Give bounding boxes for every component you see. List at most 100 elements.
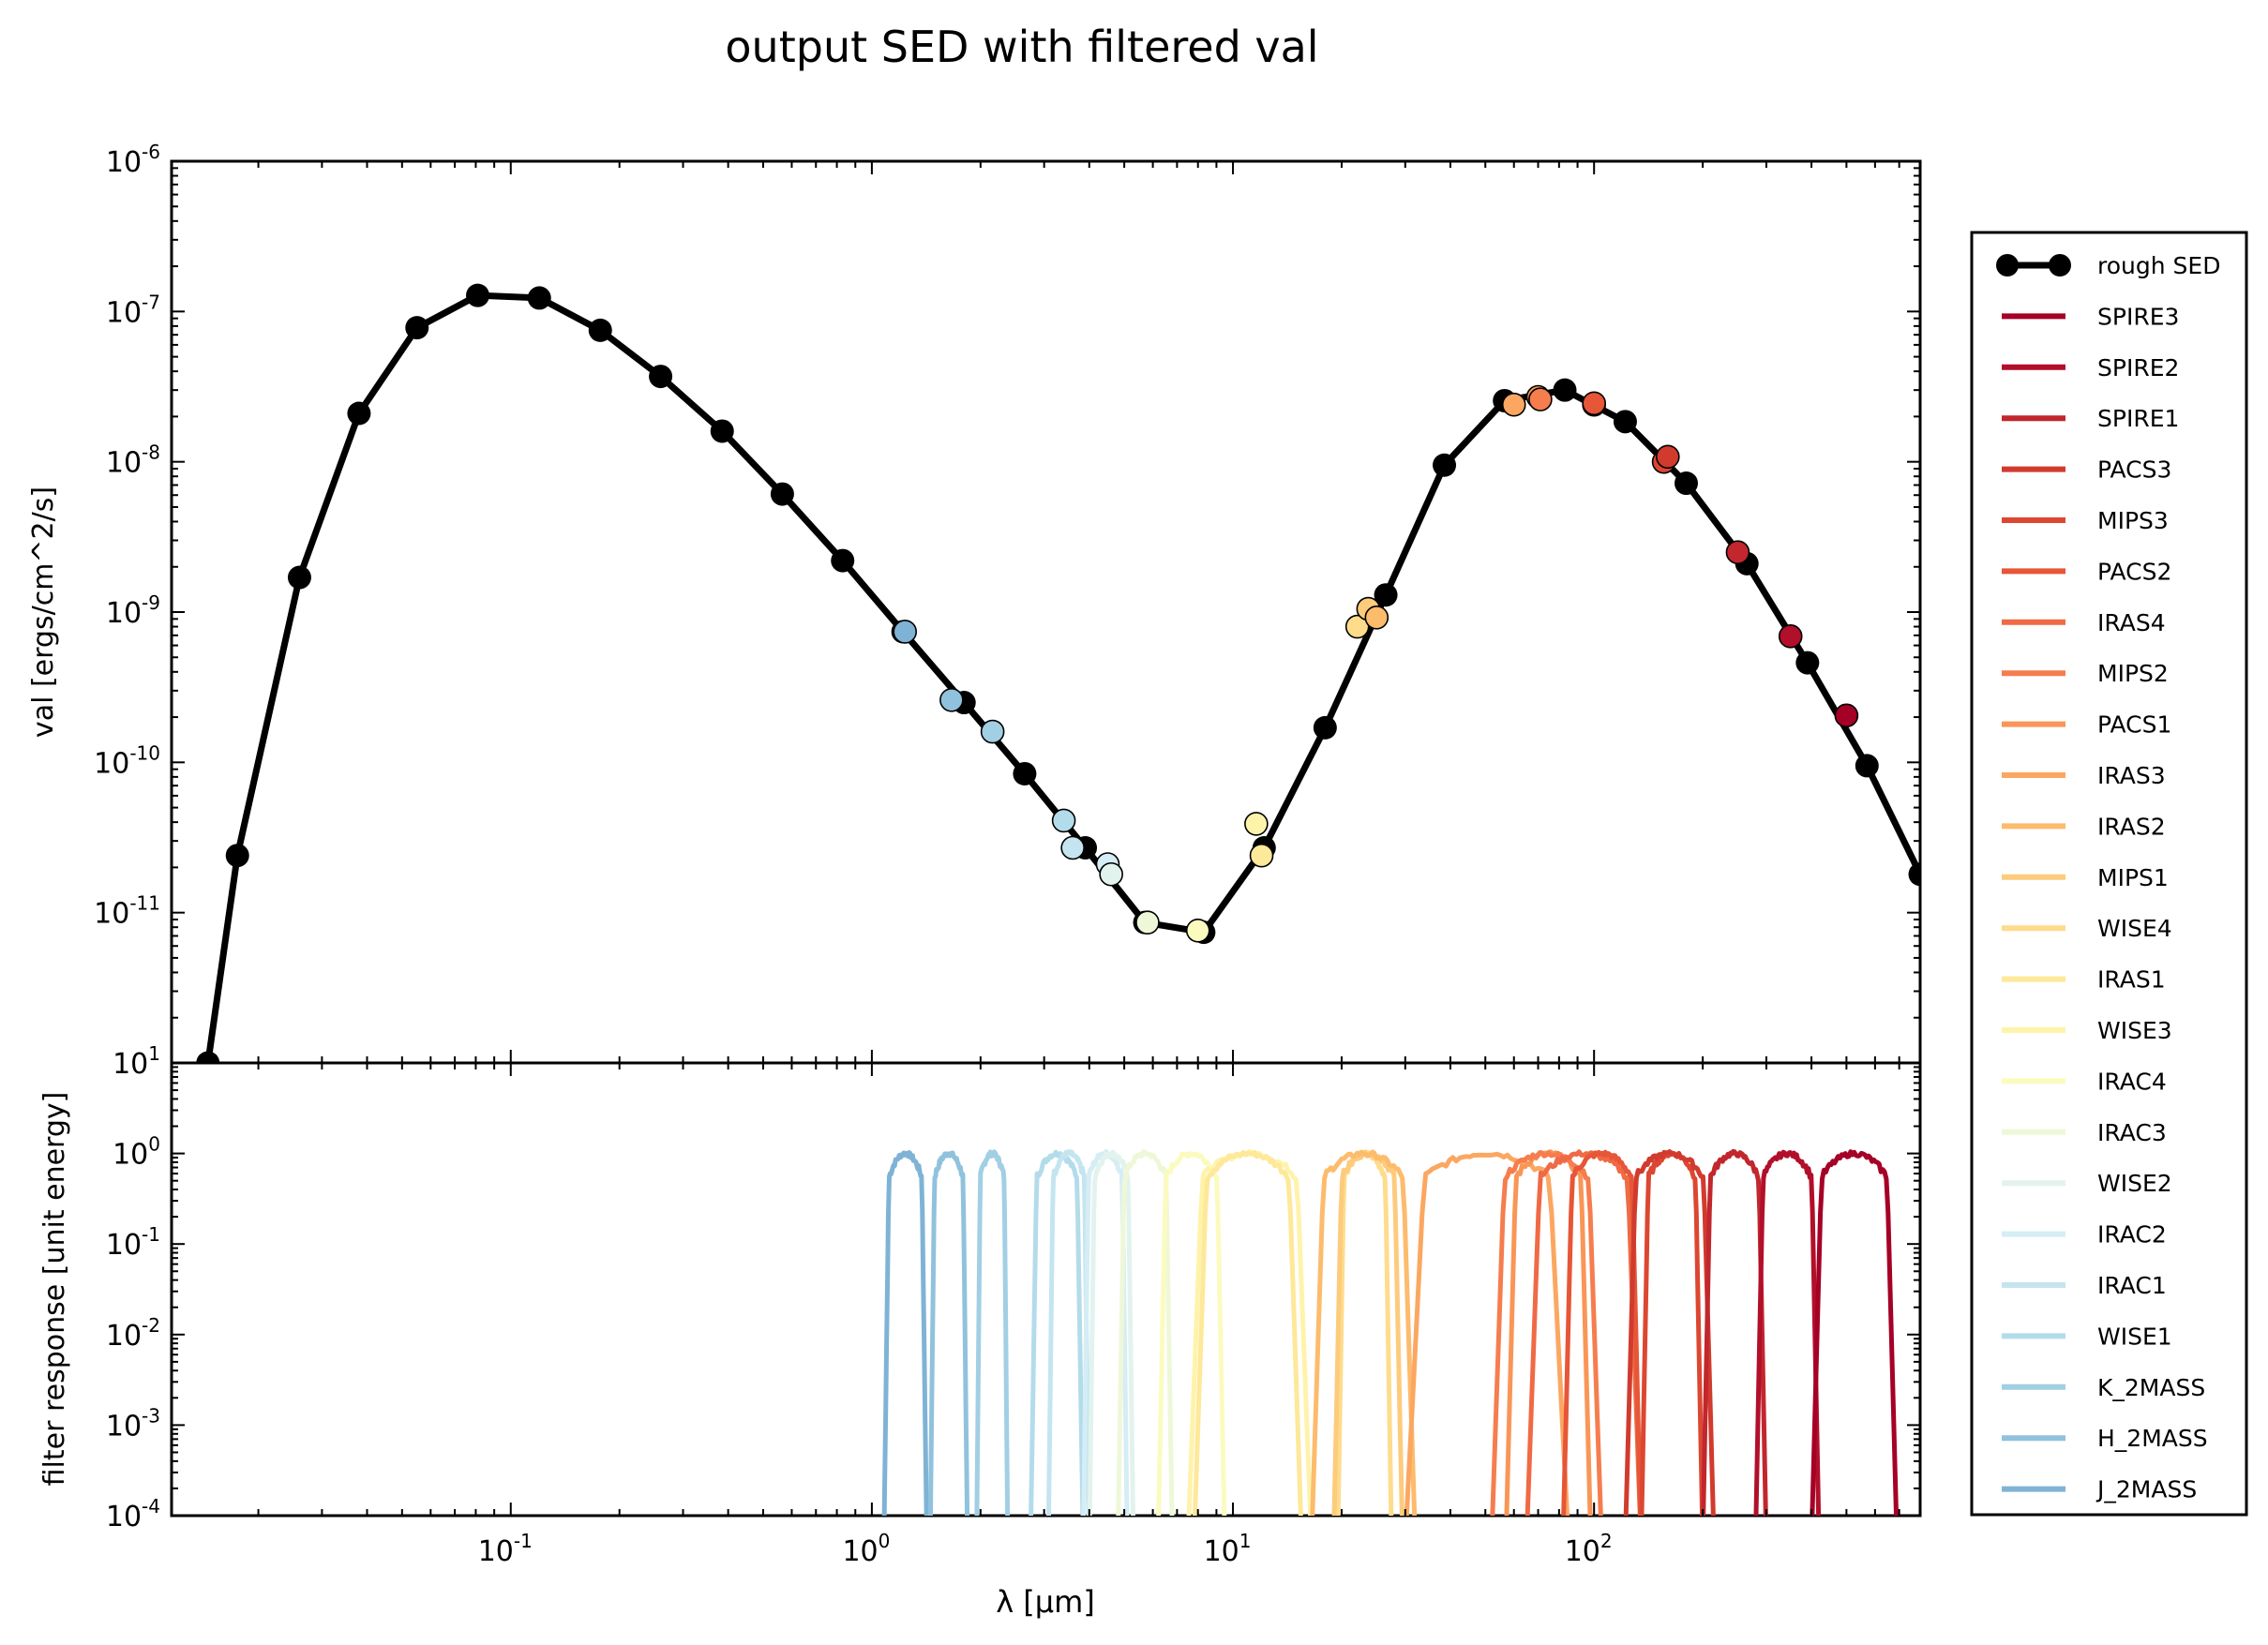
legend-label: IRAS1 <box>2097 966 2166 994</box>
x-tick-label: 101 <box>1204 1530 1252 1568</box>
legend-label: PACS2 <box>2097 558 2171 585</box>
rough-sed-marker <box>710 419 734 443</box>
sed-y-axis-label: val [ergs/cm^2/s] <box>27 486 60 738</box>
filtered-point-h-2mass <box>939 687 964 712</box>
y-tick-label: 10-4 <box>106 1495 160 1533</box>
sed-y-ticks: 10-6 10-7 10-8 10-9 10-10 10-11 101 <box>94 141 1920 1081</box>
legend-marker <box>2049 254 2071 277</box>
legend-label: WISE1 <box>2097 1323 2172 1350</box>
rough-sed-marker <box>527 286 551 310</box>
filter-curve-iras4 <box>1525 1149 1643 1516</box>
filter-plot-area <box>881 1148 1900 1516</box>
filtered-point-iras3 <box>1501 392 1526 417</box>
legend-label: MIPS3 <box>2097 507 2169 534</box>
rough-sed-marker <box>1374 583 1398 607</box>
filter-curve-mips2 <box>1490 1150 1603 1516</box>
sed-panel: 10-6 10-7 10-8 10-9 10-10 10-11 101 val [ergs/… <box>27 141 1922 1081</box>
filtered-point-irac4 <box>1185 918 1210 943</box>
rough-sed-marker <box>1795 651 1820 675</box>
rough-sed-marker <box>196 1051 220 1063</box>
rough-sed-marker <box>347 401 371 426</box>
x-axis-label: λ [μm] <box>996 1584 1095 1620</box>
filtered-point-pacs2 <box>1582 391 1606 416</box>
y-tick-label: 10-8 <box>106 441 160 480</box>
y-tick-label: 10-11 <box>94 892 160 931</box>
x-axis-ticks: 10-1 100 101 102 <box>257 161 1921 1568</box>
x-tick-label: 100 <box>842 1530 890 1568</box>
filter-curve-pacs2 <box>1561 1149 1644 1516</box>
rough-sed-marker <box>770 482 794 506</box>
legend-label: K_2MASS <box>2097 1374 2205 1401</box>
legend-label: IRAS2 <box>2097 813 2166 840</box>
filtered-point-wise4 <box>1344 614 1370 639</box>
y-tick-label: 10-9 <box>106 591 160 630</box>
rough-sed-marker <box>466 283 490 307</box>
filtered-point-wise2 <box>1099 861 1123 887</box>
legend-label: WISE2 <box>2097 1170 2172 1197</box>
rough-sed-marker <box>1855 754 1879 778</box>
filtered-point-j-2mass <box>893 620 918 644</box>
rough-sed-marker <box>588 318 612 342</box>
rough-sed-marker <box>1313 715 1337 740</box>
filtered-point-iras1 <box>1249 843 1274 868</box>
filter-curve-iras3 <box>1404 1151 1570 1516</box>
y-tick-label: 100 <box>113 1133 160 1172</box>
y-tick-label: 10-7 <box>106 291 160 329</box>
x-tick-label: 10-1 <box>478 1530 533 1568</box>
legend-label: rough SED <box>2097 252 2220 279</box>
filtered-point-pacs3 <box>1655 444 1680 470</box>
rough-sed-marker <box>1013 761 1037 785</box>
filtered-point-spire2 <box>1778 624 1803 649</box>
filter-curve-irac3 <box>1116 1148 1175 1516</box>
filter-curve-wise1 <box>1029 1149 1086 1516</box>
y-tick-label: 101 <box>113 1042 160 1081</box>
legend-label: PACS3 <box>2097 456 2171 484</box>
rough-sed-marker <box>831 548 855 573</box>
legend-label: MIPS2 <box>2097 660 2169 687</box>
legend-label: IRAS4 <box>2097 609 2166 636</box>
legend-label: IRAC1 <box>2097 1272 2167 1299</box>
filter-y-ticks: 100 10-1 10-2 10-3 10-4 <box>106 1066 1920 1533</box>
legend-frame <box>1970 231 2248 1517</box>
filtered-point-irac3 <box>1135 910 1160 935</box>
filtered-point-spire3 <box>1834 703 1859 728</box>
filtered-point-spire1 <box>1725 540 1750 564</box>
legend-label: SPIRE2 <box>2097 354 2179 381</box>
legend-label: MIPS1 <box>2097 864 2169 891</box>
legend-label: IRAC4 <box>2097 1068 2167 1095</box>
y-tick-label: 10-2 <box>106 1314 160 1353</box>
filtered-point-k-2mass <box>980 719 1005 744</box>
filter-curve-irac1 <box>1045 1149 1091 1516</box>
rough-sed-marker <box>1553 378 1577 402</box>
filter-panel: 100 10-1 10-2 10-3 10-4 filter response [uni… <box>38 1061 1922 1533</box>
legend-label: J_2MASS <box>2095 1476 2197 1503</box>
legend-label: IRAC2 <box>2097 1221 2167 1249</box>
filtered-point-wise3 <box>1244 812 1269 836</box>
filter-y-axis-label: filter response [unit energy] <box>38 1092 71 1487</box>
legend-marker <box>1996 254 2019 277</box>
y-tick-label: 10-10 <box>94 741 160 780</box>
filter-curve-spire3 <box>1810 1149 1900 1516</box>
sed-plot-area <box>196 283 1920 1063</box>
legend-entries: rough SED SPIRE3 SPIRE2 SPIRE1 PACS3 MIPS3 PAC… <box>1996 252 2220 1503</box>
rough-sed-marker <box>225 844 249 868</box>
x-tick-label: 102 <box>1565 1530 1613 1568</box>
filter-curve-k-2mass <box>974 1149 1011 1516</box>
filter-curve-iras1 <box>1192 1149 1303 1516</box>
filtered-point-wise1 <box>1051 808 1076 833</box>
filter-curve-iras2 <box>1310 1149 1418 1516</box>
y-tick-label: 10-3 <box>106 1404 160 1443</box>
legend-label: WISE4 <box>2097 915 2172 942</box>
legend: rough SED SPIRE3 SPIRE2 SPIRE1 PACS3 MIPS3 PAC… <box>1970 231 2248 1517</box>
rough-sed-marker <box>287 565 311 590</box>
rough-sed-marker <box>1908 862 1920 887</box>
legend-label: SPIRE1 <box>2097 405 2179 432</box>
filter-curve-h-2mass <box>927 1150 970 1516</box>
rough-sed-marker <box>1674 471 1698 496</box>
filter-curve-pacs3 <box>1623 1149 1716 1516</box>
rough-sed-marker <box>1613 410 1637 434</box>
chart-title: output SED with filtered val <box>725 22 1318 72</box>
rough-sed-marker <box>649 365 673 389</box>
